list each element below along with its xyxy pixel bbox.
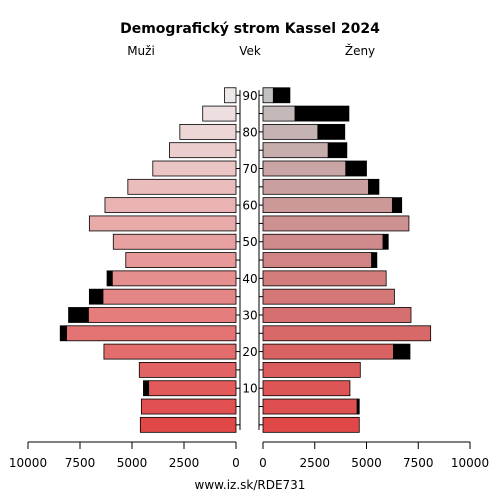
age-tick-label: 80 (242, 125, 257, 139)
x-tick-label-left: 2500 (169, 456, 200, 470)
female-surplus-85-89 (294, 105, 350, 122)
age-tick-label: 60 (242, 199, 257, 213)
age-tick-label: 50 (242, 235, 257, 249)
female-surplus-5-9 (356, 398, 360, 415)
male-bar-35-39 (102, 288, 237, 305)
x-tick-label-left: 0 (232, 456, 240, 470)
female-bar-40-44 (262, 270, 387, 287)
age-tick-label: 10 (242, 382, 257, 396)
female-surplus-50-54 (382, 233, 389, 250)
male-bar-80-84 (179, 123, 237, 140)
chart-title: Demografický strom Kassel 2024 (120, 21, 380, 37)
female-bar-60-64 (262, 197, 393, 214)
female-bar-25-29 (262, 325, 432, 342)
female-bar-5-9 (262, 398, 358, 415)
x-tick-label-right: 10000 (451, 456, 489, 470)
female-surplus-75-79 (327, 142, 348, 159)
female-surplus-80-84 (317, 123, 346, 140)
male-bar-25-29 (66, 325, 237, 342)
male-bar-65-69 (127, 178, 237, 195)
male-bar-5-9 (140, 398, 237, 415)
male-bar-55-59 (88, 215, 237, 232)
female-bars (262, 87, 432, 433)
female-bar-90+ (262, 87, 274, 104)
x-tick-label-right: 2500 (299, 456, 330, 470)
female-surplus-90+ (272, 87, 291, 104)
female-bar-85-89 (262, 105, 296, 122)
x-tick-label-left: 5000 (117, 456, 148, 470)
female-surplus-20-24 (393, 343, 411, 360)
male-bar-90+ (224, 87, 237, 104)
x-tick-label-left: 10000 (9, 456, 47, 470)
right-label: Ženy (345, 43, 375, 58)
male-bar-40-44 (111, 270, 237, 287)
male-surplus-25-29 (59, 325, 67, 342)
female-bar-0-4 (262, 416, 360, 433)
female-surplus-45-49 (371, 252, 378, 268)
male-bar-60-64 (104, 197, 237, 214)
female-surplus-70-74 (345, 160, 367, 177)
female-bar-55-59 (262, 215, 410, 232)
left-label: Muži (127, 44, 155, 58)
center-label: Vek (239, 44, 261, 58)
age-tick-label: 20 (242, 345, 257, 359)
male-bar-50-54 (112, 233, 237, 250)
male-surplus-30-34 (68, 307, 89, 323)
male-bar-15-19 (138, 362, 237, 378)
x-tick-label-left: 7500 (65, 456, 96, 470)
female-bar-65-69 (262, 178, 369, 195)
female-bar-15-19 (262, 362, 361, 378)
female-bar-35-39 (262, 288, 395, 305)
male-bar-45-49 (125, 252, 237, 268)
male-bar-30-34 (87, 307, 237, 323)
male-bar-70-74 (152, 160, 237, 177)
male-bar-85-89 (202, 105, 237, 122)
male-bar-10-14 (148, 380, 237, 397)
female-bar-50-54 (262, 233, 384, 250)
male-bars (59, 87, 237, 433)
source-label: www.iz.sk/RDE731 (195, 478, 306, 492)
male-surplus-35-39 (88, 288, 104, 305)
female-surplus-60-64 (391, 197, 403, 214)
female-bar-80-84 (262, 123, 319, 140)
female-bar-70-74 (262, 160, 347, 177)
female-bar-45-49 (262, 252, 373, 268)
female-bar-20-24 (262, 343, 394, 360)
male-bar-20-24 (103, 343, 237, 360)
age-tick-label: 30 (242, 308, 257, 322)
female-bar-75-79 (262, 142, 329, 159)
male-bar-0-4 (139, 416, 237, 433)
female-bar-10-14 (262, 380, 351, 397)
age-tick-label: 90 (242, 89, 257, 103)
male-bar-75-79 (169, 142, 237, 159)
male-surplus-40-44 (106, 270, 113, 287)
x-tick-label-right: 0 (259, 456, 267, 470)
female-bar-30-34 (262, 307, 412, 323)
axes: 10000 7500 5000 2500 0 0 2500 5000 7500 10000 10 20… (9, 89, 489, 470)
x-tick-label-right: 7500 (403, 456, 434, 470)
x-tick-label-right: 5000 (351, 456, 382, 470)
age-tick-label: 40 (242, 272, 257, 286)
age-tick-label: 70 (242, 162, 257, 176)
male-surplus-10-14 (143, 380, 150, 397)
female-surplus-65-69 (368, 178, 380, 195)
